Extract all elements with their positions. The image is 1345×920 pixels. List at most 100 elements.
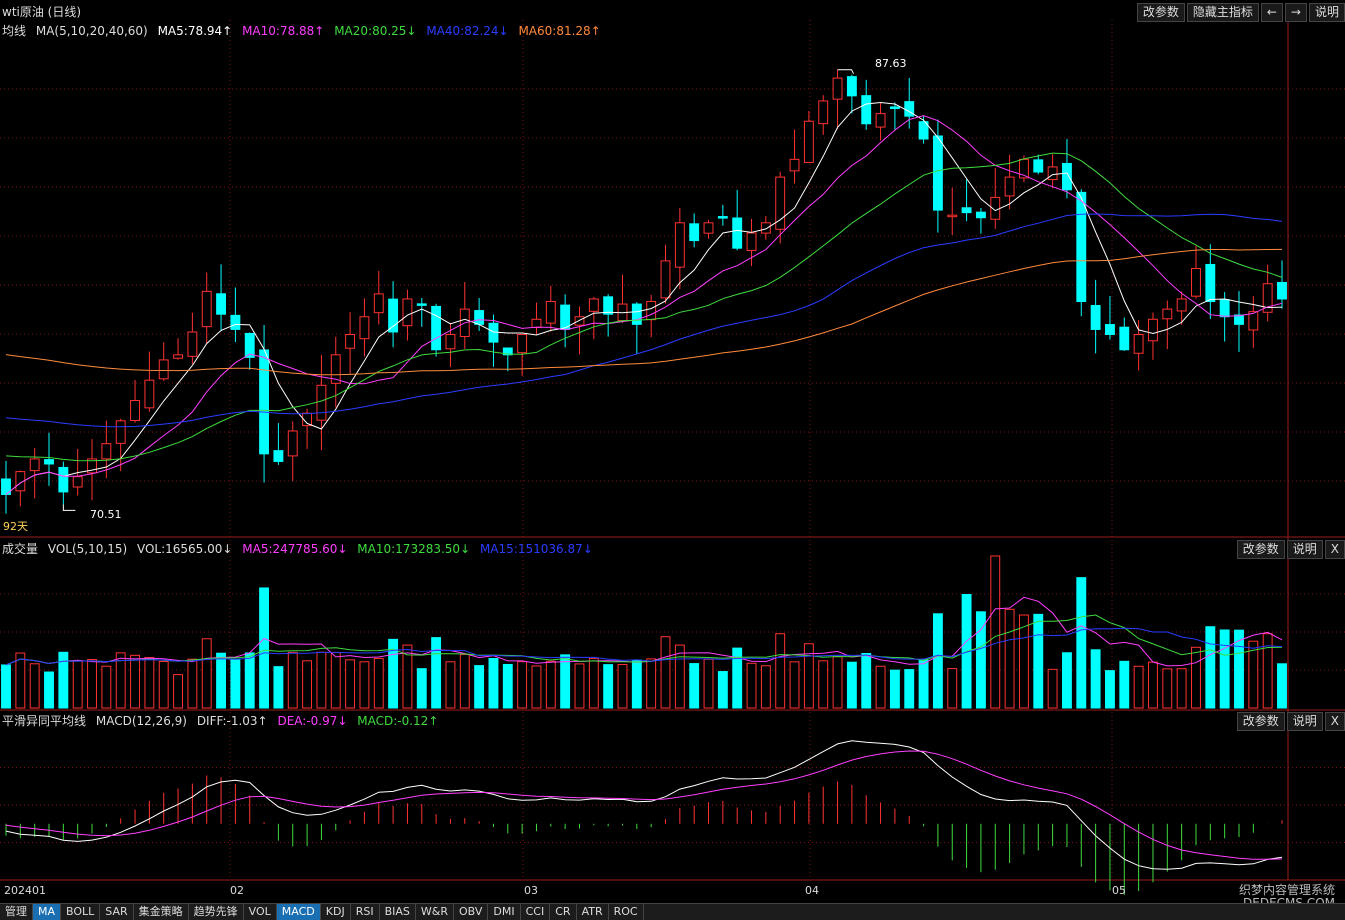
candle-body <box>1033 159 1044 173</box>
macd-help-button[interactable]: 说明 <box>1286 712 1323 731</box>
candle-body <box>875 113 886 128</box>
volume-bar <box>646 658 657 709</box>
macd-pane <box>5 740 1283 895</box>
macd-close-icon[interactable]: X <box>1324 712 1345 731</box>
candle-body <box>130 400 140 421</box>
volume-bar <box>588 657 599 709</box>
candle-body <box>1262 283 1273 313</box>
volume-bar <box>1119 660 1130 709</box>
volume-bar <box>889 669 900 709</box>
volume-bar <box>1 664 11 709</box>
dea-line <box>5 750 1283 860</box>
candle-body <box>1004 176 1015 197</box>
volume-bar <box>302 660 313 709</box>
volume-bar <box>760 665 771 709</box>
low-price-label: 70.51 <box>90 508 122 521</box>
volume-bar <box>918 659 929 709</box>
ma40-line <box>5 213 1283 428</box>
candle-body <box>689 223 700 242</box>
vol-toolbar: 改参数 说明 X <box>1235 540 1345 559</box>
volume-bar <box>1076 577 1087 709</box>
candle-body <box>1248 311 1259 331</box>
volume-bar <box>201 638 212 709</box>
grid-lines <box>0 20 1345 881</box>
arrow-right-icon[interactable]: → <box>1284 3 1307 22</box>
hide-main-indicator-button[interactable]: 隐藏主指标 <box>1186 3 1259 22</box>
candle-body <box>388 298 399 333</box>
volume-bar <box>875 665 886 709</box>
tab-boll[interactable]: BOLL <box>61 904 101 920</box>
ma5-value: MA5:78.94↑ <box>157 24 233 38</box>
volume-bar <box>1004 608 1015 709</box>
vol-change-params-button[interactable]: 改参数 <box>1236 540 1285 559</box>
tab-kdj[interactable]: KDJ <box>321 904 351 920</box>
volume-bar <box>1018 614 1029 709</box>
ma60-value: MA60:81.28↑ <box>518 24 601 38</box>
volume-bar <box>732 647 743 709</box>
tab-bias[interactable]: BIAS <box>380 904 416 920</box>
ma5-line <box>5 101 1283 495</box>
tab-cr[interactable]: CR <box>550 904 577 920</box>
candle-body <box>345 334 356 349</box>
volume-bar <box>359 661 370 709</box>
volume-bar <box>273 666 284 709</box>
candle-body <box>1119 326 1130 351</box>
candle-body <box>975 211 986 219</box>
tab-cci[interactable]: CCI <box>521 904 551 920</box>
volume-bar <box>531 665 542 709</box>
tab-vol[interactable]: VOL <box>244 904 277 920</box>
tab-[interactable]: 管理 <box>0 904 33 920</box>
candle-body <box>660 260 671 299</box>
volume-bar <box>29 663 40 709</box>
candle-body <box>832 77 843 100</box>
tab-sar[interactable]: SAR <box>100 904 134 920</box>
vol-help-button[interactable]: 说明 <box>1286 540 1323 559</box>
vol-legend: 成交量 VOL(5,10,15) VOL:16565.00↓ MA5:24778… <box>2 540 599 557</box>
volume-bar <box>1133 665 1144 709</box>
window-title: wti原油 (日线) <box>2 3 87 20</box>
volume-bar <box>101 665 112 709</box>
arrow-left-icon[interactable]: ← <box>1260 3 1283 22</box>
candle-body <box>1133 334 1144 354</box>
tab-wr[interactable]: W&R <box>416 904 454 920</box>
tab-roc[interactable]: ROC <box>609 904 644 920</box>
candle-body <box>187 331 198 357</box>
volume-bar <box>517 661 528 709</box>
volume-bar <box>216 652 227 709</box>
x-tick-label: 202401 <box>4 884 46 897</box>
x-tick-label: 02 <box>230 884 244 897</box>
volume-bar <box>115 652 126 709</box>
candle-body <box>115 420 126 444</box>
low-marker <box>62 504 76 511</box>
tab-dmi[interactable]: DMI <box>488 904 521 920</box>
candle-body <box>58 466 69 493</box>
candle-body <box>961 207 972 214</box>
volume-bar <box>1033 613 1044 709</box>
macd-change-params-button[interactable]: 改参数 <box>1236 712 1285 731</box>
candle-body <box>646 301 657 321</box>
x-tick-label: 04 <box>805 884 819 897</box>
volume-bar <box>158 660 169 709</box>
tab-obv[interactable]: OBV <box>454 904 489 920</box>
tab-ma[interactable]: MA <box>33 904 62 920</box>
vol-close-icon[interactable]: X <box>1324 540 1345 559</box>
help-button[interactable]: 说明 <box>1308 3 1345 22</box>
tab-macd[interactable]: MACD <box>276 904 321 920</box>
volume-bar <box>932 613 943 709</box>
change-params-button[interactable]: 改参数 <box>1136 3 1185 22</box>
volume-bar <box>1162 668 1173 709</box>
candle-body <box>216 293 227 315</box>
tab-[interactable]: 趋势先锋 <box>189 904 244 920</box>
vol-ma5-value: MA5:247785.60↓ <box>242 542 348 556</box>
volume-bar <box>545 660 556 709</box>
vol-ma15-value: MA15:151036.87↓ <box>479 542 593 556</box>
ma20-value: MA20:80.25↓ <box>334 24 417 38</box>
tab-[interactable]: 集金策略 <box>134 904 189 920</box>
volume-bar <box>1277 663 1287 709</box>
volume-bar <box>861 652 872 709</box>
tab-atr[interactable]: ATR <box>577 904 609 920</box>
candle-body <box>861 95 872 125</box>
volume-bar <box>746 662 757 709</box>
tab-rsi[interactable]: RSI <box>351 904 380 920</box>
